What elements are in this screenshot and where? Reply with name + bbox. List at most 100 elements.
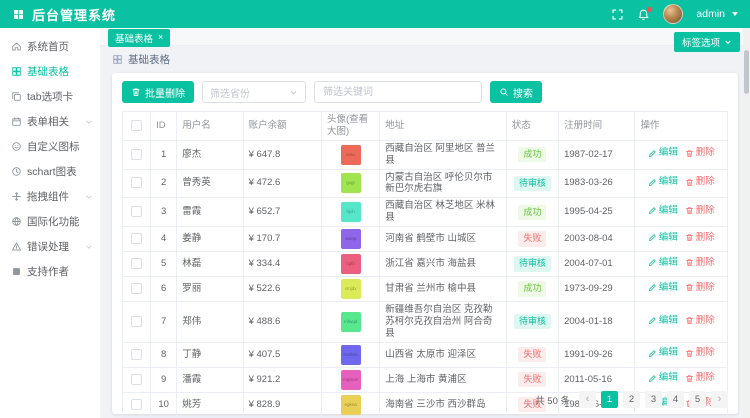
delete-button[interactable]: 删除 [685,315,715,327]
cell-operations: 编辑删除 [634,301,728,343]
cell-status: 失败 [505,341,560,368]
edit-button[interactable]: 编辑 [648,347,678,359]
edit-button[interactable]: 编辑 [648,147,678,159]
avatar-image[interactable]: ateap [340,229,361,249]
avatar-image[interactable]: cgfh [340,254,361,274]
cell-username: 曾秀英 [176,168,244,199]
keyword-input[interactable] [314,81,482,103]
avatar-image[interactable]: hjch [340,202,361,223]
chevron-down-icon[interactable] [732,12,738,16]
avatar-image[interactable]: egkna [340,394,361,415]
cell-operations: 编辑删除 [634,276,728,302]
calendar-icon [11,116,22,127]
select-all-checkbox[interactable] [131,119,143,131]
chevron-down-icon [85,193,93,201]
row-checkbox[interactable] [131,148,143,160]
edit-button[interactable]: 编辑 [648,282,678,294]
row-checkbox[interactable] [131,233,143,245]
pagination-page-4[interactable]: 4 [667,391,684,408]
tab-basic-table[interactable]: 基础表格 × [108,28,171,47]
cell-status: 失败 [505,226,560,252]
status-badge: 失败 [518,231,547,247]
chevron-down-icon [85,243,93,251]
sidebar-item-label: 拖拽组件 [27,191,69,203]
chevron-down-icon [290,90,297,95]
table-row: 4 姜静 ¥ 170.7 ateap 河南省 鹤壁市 山城区 失败 2003-08-04 编辑… [121,226,728,252]
delete-button[interactable]: 删除 [685,232,715,244]
breadcrumb-title: 基础表格 [128,54,170,66]
row-checkbox[interactable] [131,258,143,270]
pagination-page-5[interactable]: 5 [689,391,706,408]
row-checkbox[interactable] [131,373,143,385]
edit-button[interactable]: 编辑 [648,257,678,269]
cell-id: 7 [150,301,178,343]
main-area: 基础表格 × 标签选项 基础表格 批量删除 [100,28,750,418]
delete-button[interactable]: 删除 [685,176,715,188]
close-icon[interactable]: × [158,32,164,42]
province-select[interactable]: 筛选省份 [202,81,306,103]
sidebar-item-3[interactable]: 表单相关 [0,109,100,134]
sidebar-item-7[interactable]: 国际化功能 [0,209,100,234]
sidebar-item-label: 基础表格 [27,66,69,78]
row-checkbox[interactable] [131,206,143,218]
sidebar-item-9[interactable]: 支持作者 [0,259,100,284]
delete-button[interactable]: 删除 [685,205,715,217]
tab-label: 基础表格 [115,33,154,45]
fullscreen-icon[interactable] [611,8,624,21]
delete-button[interactable]: 删除 [685,257,715,269]
table-row: 3 雷霞 ¥ 652.7 hjch 西藏自治区 林芝地区 米林县 成功 1995-04-25… [121,197,728,227]
edit-button[interactable]: 编辑 [648,176,678,188]
row-checkbox[interactable] [131,283,143,295]
avatar-image[interactable]: gxgr [340,173,361,194]
batch-delete-button[interactable]: 批量删除 [122,81,194,103]
avatar-image[interactable]: mfwqd [340,311,361,332]
edit-button[interactable]: 编辑 [648,232,678,244]
sidebar-item-4[interactable]: 自定义图标 [0,134,100,159]
sidebar-item-label: 表单相关 [27,116,69,128]
table-card: 批量删除 筛选省份 搜索 [112,73,738,418]
bell-icon[interactable] [637,6,653,21]
sidebar-item-8[interactable]: 错误处理 [0,234,100,259]
avatar-image[interactable]: mgmoe [340,369,361,390]
delete-button[interactable]: 删除 [685,372,715,384]
pagination-page-2[interactable]: 2 [623,391,640,408]
pagination-next[interactable]: › [711,391,728,408]
pagination-page-1[interactable]: 1 [601,391,618,408]
sidebar-item-label: 自定义图标 [27,141,80,153]
avatar-image[interactable]: xmjdx [340,279,361,299]
row-checkbox[interactable] [131,398,143,410]
app-header: 后台管理系统 admin [0,0,750,28]
row-checkbox[interactable] [131,315,143,327]
sidebar-item-label: tab选项卡 [27,91,74,103]
scrollbar-track[interactable] [743,28,750,418]
search-button[interactable]: 搜索 [490,81,542,103]
edit-button[interactable]: 编辑 [648,315,678,327]
sidebar-item-1[interactable]: 基础表格 [0,59,100,84]
delete-button[interactable]: 删除 [685,347,715,359]
tag-options-button[interactable]: 标签选项 [673,32,740,52]
cell-address: 海南省 三沙市 西沙群岛 [379,391,507,418]
table-row: 2 曾秀英 ¥ 472.6 gxgr 内蒙古自治区 呼伦贝尔市 新巴尔虎右旗 待审核 198… [121,168,728,199]
sidebar-item-6[interactable]: 拖拽组件 [0,184,100,209]
cell-avatar: mfwqd [320,301,381,343]
cell-balance: ¥ 828.9 [242,391,322,418]
status-badge: 失败 [518,347,547,363]
pagination-prev[interactable]: ‹ [579,391,596,408]
row-checkbox[interactable] [131,177,143,189]
user-avatar[interactable] [663,4,684,24]
sidebar-item-0[interactable]: 系统首页 [0,34,100,59]
username[interactable]: admin [696,8,725,20]
sidebar-item-2[interactable]: tab选项卡 [0,84,100,109]
cell-status: 成功 [505,276,560,302]
scrollbar-thumb[interactable] [744,50,749,94]
row-checkbox[interactable] [131,348,143,360]
delete-button[interactable]: 删除 [685,147,715,159]
avatar-image[interactable]: mwbvb [340,344,361,365]
table-header-row: ID 用户名 账户余额 头像(查看大图) 地址 状态 注册时间 操作 [121,111,728,141]
avatar-image[interactable]: ectu [340,144,361,165]
edit-button[interactable]: 编辑 [648,372,678,384]
delete-button[interactable]: 删除 [685,282,715,294]
sidebar-item-5[interactable]: schart图表 [0,159,100,184]
edit-button[interactable]: 编辑 [648,205,678,217]
pagination-page-3[interactable]: 3 [645,391,662,408]
